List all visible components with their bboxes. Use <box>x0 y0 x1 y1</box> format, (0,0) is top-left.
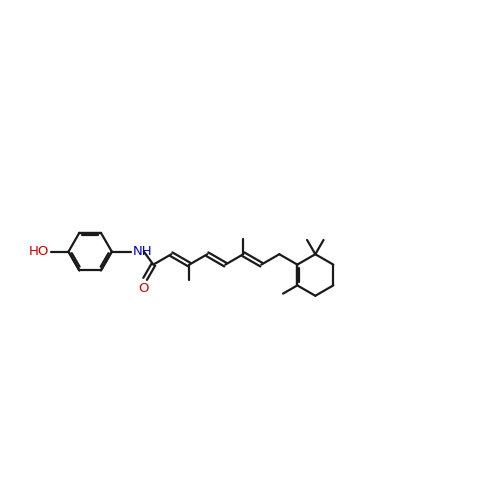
Text: O: O <box>138 282 148 296</box>
Text: NH: NH <box>133 245 152 258</box>
Text: HO: HO <box>29 245 49 258</box>
